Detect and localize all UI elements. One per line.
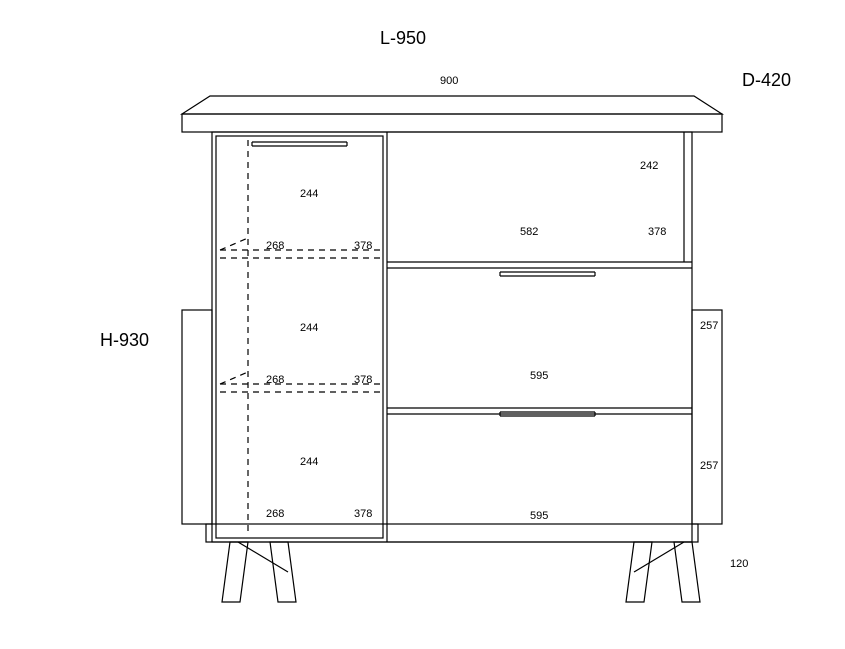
label-depth: D-420 [742, 70, 791, 91]
dim-582: 582 [520, 226, 538, 238]
label-height: H-930 [100, 330, 149, 351]
dim-378-o: 378 [648, 226, 666, 238]
dim-244-b: 244 [300, 322, 318, 334]
dim-257-1: 257 [700, 320, 718, 332]
dim-244-c: 244 [300, 456, 318, 468]
dim-268-c: 268 [266, 508, 284, 520]
dim-595-1: 595 [530, 370, 548, 382]
dim-242: 242 [640, 160, 658, 172]
dim-378-a: 378 [354, 240, 372, 252]
label-length: L-950 [380, 28, 426, 49]
dim-120: 120 [730, 558, 748, 570]
dim-900: 900 [440, 75, 458, 87]
dim-595-2: 595 [530, 510, 548, 522]
dim-378-b: 378 [354, 374, 372, 386]
dim-378-c: 378 [354, 508, 372, 520]
dim-257-2: 257 [700, 460, 718, 472]
dim-268-b: 268 [266, 374, 284, 386]
dim-268-a: 268 [266, 240, 284, 252]
dim-244-a: 244 [300, 188, 318, 200]
